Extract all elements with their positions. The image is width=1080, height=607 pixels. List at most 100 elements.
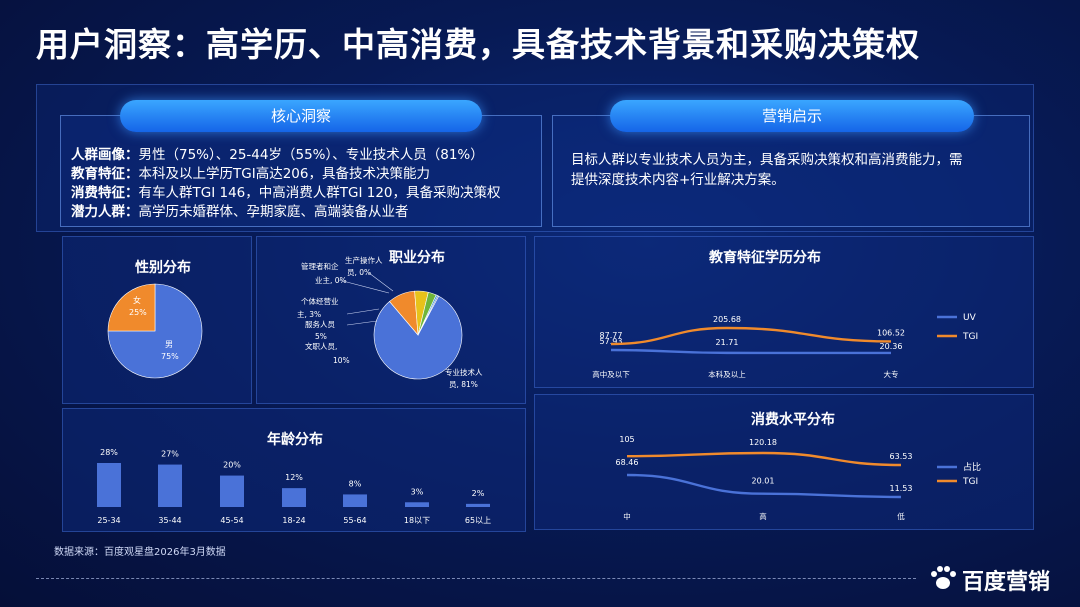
series-line <box>610 348 892 355</box>
occupation-chart-panel: 职业分布 专业技术人 员, 81% 文职人员, 10% 服务人员 5% 个体经营业 主, 3%… <box>256 236 526 404</box>
divider <box>36 578 916 579</box>
age-bar <box>97 463 121 507</box>
insight-label: 教育特征： <box>71 166 139 182</box>
bar-value-label: 3% <box>411 487 424 496</box>
slice-label: 75% <box>161 352 179 361</box>
slice-label: 10% <box>333 356 350 365</box>
chart-title: 年龄分布 <box>267 432 323 448</box>
legend-label: UV <box>963 313 977 323</box>
slice-label: 专业技术人 <box>445 367 483 377</box>
marketing-box: 目标人群以专业技术人员为主，具备采购决策权和高消费能力，需 提供深度技术内容+行… <box>552 115 1030 227</box>
slice-label: 文职人员, <box>305 341 337 351</box>
chart-title: 教育特征学历分布 <box>709 250 821 266</box>
page-title: 用户洞察：高学历、中高消费，具备技术背景和采购决策权 <box>36 25 920 64</box>
core-insight-item: 潜力人群：高学历未婚群体、孕期家庭、高端装备从业者 <box>71 203 501 222</box>
core-insight-item: 人群画像：男性（75%）、25-44岁（55%）、专业技术人员（81%） <box>71 146 501 165</box>
pie-slice <box>107 283 156 332</box>
bar-value-label: 8% <box>349 479 362 488</box>
insight-text: 男性（75%）、25-44岁（55%）、专业技术人员（81%） <box>138 147 484 163</box>
slice-label: 主, 3% <box>297 309 321 319</box>
gender-chart-panel: 性别分布 男 75% 女 25% <box>62 236 252 404</box>
leader-line <box>368 272 394 292</box>
legend-label: TGI <box>962 477 978 487</box>
x-tick-label: 本科及以上 <box>708 369 746 379</box>
data-label: 11.53 <box>890 484 913 493</box>
chart-title: 消费水平分布 <box>751 412 835 428</box>
chart-title: 职业分布 <box>389 250 445 266</box>
x-tick-label: 18以下 <box>404 516 430 525</box>
x-tick-label: 65以上 <box>465 516 491 525</box>
legend-label: TGI <box>962 332 978 342</box>
consumption-chart-panel: 消费水平分布 68.46 20.01 11.53 占比 105 120.18 63.53 TG… <box>534 394 1034 530</box>
slice-label: 个体经营业 <box>301 296 339 306</box>
data-label: 20.01 <box>752 477 775 486</box>
data-label: 105 <box>619 435 634 444</box>
age-bar <box>405 502 429 507</box>
slice-label: 员, 81% <box>449 380 478 389</box>
data-source: 数据来源：百度观星盘2026年3月数据 <box>54 547 226 558</box>
slice-label: 员, 0% <box>347 268 371 277</box>
insight-text: 本科及以上学历TGI高达206，具备技术决策能力 <box>138 166 430 182</box>
x-tick-label: 低 <box>897 511 905 521</box>
pie-slice <box>417 295 440 336</box>
slice-label: 女 <box>133 295 141 305</box>
slice-label: 25% <box>129 308 147 317</box>
baidu-paw-icon <box>931 566 956 589</box>
age-bar <box>158 464 182 507</box>
data-label: 20.36 <box>880 342 903 351</box>
data-label: 63.53 <box>890 452 913 461</box>
bar-value-label: 27% <box>161 450 179 459</box>
chart-title: 性别分布 <box>135 260 191 276</box>
slice-label: 管理者和企 <box>301 261 339 271</box>
education-line-chart: 57.93 21.71 20.36 UV 87.77 205.68 106.52 TGI 高中及… <box>592 313 978 379</box>
age-bar <box>343 494 367 507</box>
marketing-header: 营销启示 <box>610 100 974 132</box>
bar-value-label: 12% <box>285 473 303 482</box>
bar-value-label: 2% <box>472 489 485 498</box>
slice-label: 服务人员 <box>305 319 335 329</box>
core-insight-item: 教育特征：本科及以上学历TGI高达206，具备技术决策能力 <box>71 165 501 184</box>
series-line <box>610 326 892 346</box>
insight-text: 有车人群TGI 146，中高消费人群TGI 120，具备采购决策权 <box>138 185 501 201</box>
core-insight-list: 人群画像：男性（75%）、25-44岁（55%）、专业技术人员（81%） 教育特… <box>71 146 501 222</box>
education-chart-panel: 教育特征学历分布 57.93 21.71 20.36 UV 87.77 205.68 106… <box>534 236 1034 388</box>
leader-line <box>338 279 390 294</box>
x-tick-label: 55-64 <box>343 516 366 525</box>
consumption-line-chart: 68.46 20.01 11.53 占比 105 120.18 63.53 TGI 中 高 低 <box>616 435 981 521</box>
leader-line <box>346 308 380 315</box>
legend-label: 占比 <box>963 461 981 473</box>
marketing-line: 目标人群以专业技术人员为主，具备采购决策权和高消费能力，需 <box>571 152 963 168</box>
x-tick-label: 45-54 <box>220 516 243 525</box>
insight-label: 人群画像： <box>71 147 139 163</box>
core-insight-header: 核心洞察 <box>120 100 482 132</box>
brand-logo: 百度营销 <box>962 570 1051 595</box>
bar-value-label: 20% <box>223 461 241 470</box>
insight-label: 消费特征： <box>71 185 139 201</box>
age-chart-panel: 年龄分布 28% 25-34 27% 35-44 20% 45-54 12% 18-24 8% 5… <box>62 408 526 532</box>
insight-text: 高学历未婚群体、孕期家庭、高端装备从业者 <box>138 204 409 220</box>
leader-line <box>346 320 378 326</box>
core-insight-box: 人群画像：男性（75%）、25-44岁（55%）、专业技术人员（81%） 教育特… <box>60 115 542 227</box>
x-tick-label: 25-34 <box>97 516 120 525</box>
data-label: 68.46 <box>616 458 639 467</box>
slice-label: 业主, 0% <box>315 275 347 285</box>
marketing-text: 目标人群以专业技术人员为主，具备采购决策权和高消费能力，需 提供深度技术内容+行… <box>571 150 1021 190</box>
age-bar-chart: 28% 25-34 27% 35-44 20% 45-54 12% 18-24 8% 55-64 3… <box>97 448 491 525</box>
x-tick-label: 35-44 <box>158 516 181 525</box>
pie-slice <box>373 295 463 380</box>
age-bar <box>282 488 306 507</box>
slice-label: 生产操作人 <box>345 255 383 265</box>
data-label: 120.18 <box>749 438 777 447</box>
data-label: 57.93 <box>600 337 623 346</box>
data-label: 21.71 <box>716 338 739 347</box>
data-label: 87.77 <box>600 331 623 340</box>
data-label: 106.52 <box>877 328 905 337</box>
x-tick-label: 大专 <box>884 369 899 379</box>
slice-label: 男 <box>165 340 173 349</box>
core-insight-item: 消费特征：有车人群TGI 146，中高消费人群TGI 120，具备采购决策权 <box>71 184 501 203</box>
bar-value-label: 28% <box>100 448 118 457</box>
data-label: 205.68 <box>713 315 741 324</box>
marketing-line: 提供深度技术内容+行业解决方案。 <box>571 172 785 188</box>
series-line <box>626 473 902 499</box>
